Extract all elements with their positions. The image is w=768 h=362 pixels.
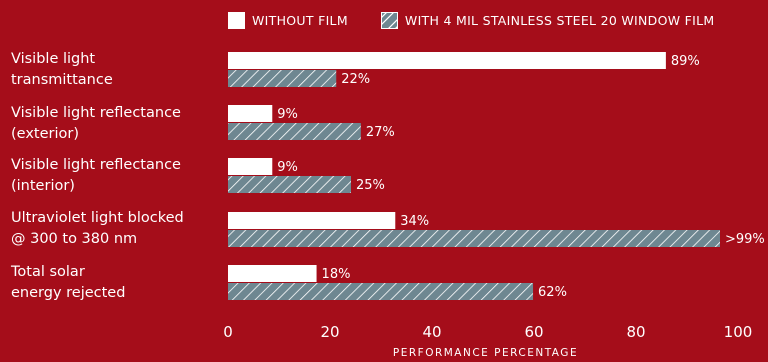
category-label-line: (exterior) [11,126,79,142]
category-label-line: Visible light reflectance [11,157,181,173]
legend-label-without-film: WITHOUT FILM [252,13,348,28]
category-label-visible-light-transmittance: Visible light transmittance [11,49,216,91]
bar-with-film-3 [228,230,720,247]
category-label-total-solar-energy-rejected: Total solar energy rejected [11,262,216,304]
x-tick-label: 40 [422,323,441,341]
bar-with-film-0 [228,70,337,87]
legend-item-without-film: WITHOUT FILM [228,12,348,29]
bar-with-film-4 [228,283,534,300]
bar-value-label: 27% [366,125,395,140]
bar-value-label: >99% [725,232,765,247]
bar-with-film-2 [228,176,351,193]
category-label-line: transmittance [11,72,113,88]
x-tick-label: 100 [724,323,753,341]
category-label-line: @ 300 to 380 nm [11,231,138,247]
legend: WITHOUT FILM WITH 4 MIL STAINLESS STEEL … [228,12,748,29]
bar-value-label: 9% [277,160,298,175]
bar-value-label: 34% [400,214,429,229]
bar-value-label: 89% [671,54,700,69]
x-axis-title: PERFORMANCE PERCENTAGE [392,347,579,359]
x-tick-label: 20 [320,323,339,341]
bar-value-label: 62% [538,285,567,300]
bar-value-label: 18% [322,267,351,282]
x-tick-label: 0 [223,323,233,341]
x-tick-label: 80 [626,323,645,341]
bar-with-film-1 [228,123,361,140]
category-label-visible-light-reflectance-interior: Visible light reflectance (interior) [11,155,216,197]
category-label-ultraviolet-light-blocked: Ultraviolet light blocked @ 300 to 380 n… [11,208,216,250]
category-label-line: (interior) [11,178,75,194]
bar-value-label: 9% [277,107,298,122]
legend-swatch-without-film [228,12,245,29]
x-tick-label: 60 [524,323,543,341]
bar-without-film-3 [228,212,396,229]
bar-without-film-2 [228,158,273,175]
legend-item-with-film: WITH 4 MIL STAINLESS STEEL 20 WINDOW FIL… [380,12,715,29]
category-label-visible-light-reflectance-exterior: Visible light reflectance (exterior) [11,103,216,145]
x-axis-ticks: 0 20 40 60 80 100 [223,323,752,341]
bar-value-label: 25% [356,178,385,193]
bar-without-film-1 [228,105,273,122]
category-label-line: Total solar [11,264,85,280]
legend-swatch-with-film [380,12,398,29]
bars-group: 89% 22% 9% 27% 9% 25% 34% >99% 18% 62% [228,52,765,300]
category-label-line: Visible light [11,51,96,67]
bar-without-film-4 [228,265,317,282]
bar-value-label: 22% [341,72,370,87]
legend-label-with-film: WITH 4 MIL STAINLESS STEEL 20 WINDOW FIL… [404,13,715,28]
category-label-line: energy rejected [11,285,126,301]
category-label-line: Ultraviolet light blocked [11,210,184,226]
category-label-line: Visible light reflectance [11,105,181,121]
bar-without-film-0 [228,52,666,69]
